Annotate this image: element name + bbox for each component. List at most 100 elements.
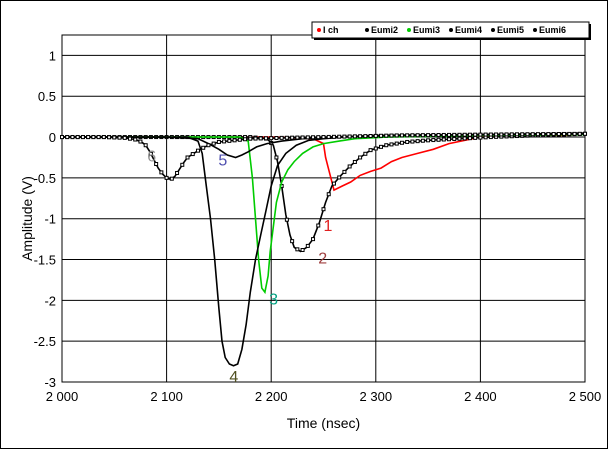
data-point <box>60 135 64 140</box>
data-point <box>195 148 200 153</box>
data-point <box>373 133 378 138</box>
data-point <box>562 131 567 136</box>
data-point <box>358 134 363 139</box>
x-tick-label: 2 300 <box>360 389 393 404</box>
data-point <box>515 132 520 137</box>
data-point <box>572 131 577 136</box>
x-axis-title: Time (nsec) <box>287 415 360 431</box>
data-point <box>415 139 420 144</box>
data-point <box>431 133 436 138</box>
data-point <box>368 148 373 153</box>
data-point <box>415 133 420 138</box>
data-point <box>583 131 587 136</box>
data-point <box>379 133 384 138</box>
data-point <box>122 135 127 140</box>
data-point <box>227 138 232 143</box>
data-point <box>222 139 227 144</box>
data-point <box>290 135 295 140</box>
legend-item: Eumi4 <box>449 25 482 35</box>
data-point <box>499 132 504 137</box>
data-point <box>101 135 106 140</box>
data-point <box>253 136 258 141</box>
data-point <box>525 132 530 137</box>
data-point <box>305 243 310 248</box>
legend-marker <box>449 28 453 32</box>
data-point <box>337 175 342 180</box>
data-point <box>452 136 457 141</box>
data-point <box>494 132 499 137</box>
data-point <box>410 139 415 144</box>
data-point <box>363 151 368 156</box>
data-point <box>457 136 462 141</box>
data-point <box>91 135 96 140</box>
data-point <box>284 135 289 140</box>
data-point <box>169 176 174 181</box>
data-point <box>546 132 551 137</box>
series-4 <box>62 133 586 367</box>
y-tick-label: 0.5 <box>38 89 56 104</box>
data-point <box>263 136 268 141</box>
data-point <box>279 135 284 140</box>
data-point <box>185 155 190 160</box>
data-point <box>462 136 467 141</box>
data-point <box>368 134 373 139</box>
data-point <box>394 141 399 146</box>
legend-marker <box>533 28 537 32</box>
x-tick-label: 2 400 <box>464 389 497 404</box>
data-point <box>405 133 410 138</box>
legend-label: Eumi2 <box>371 25 398 35</box>
data-point <box>284 217 289 222</box>
data-point <box>164 175 169 180</box>
data-point <box>426 138 431 143</box>
data-point <box>311 237 316 242</box>
data-point <box>138 139 143 144</box>
data-point <box>258 136 263 141</box>
data-point <box>473 135 478 140</box>
y-tick-label: 0 <box>49 130 56 145</box>
data-point <box>405 139 410 144</box>
data-point <box>321 135 326 140</box>
series-annotation: 6 <box>147 149 156 166</box>
data-point <box>436 133 441 138</box>
series-annotation: 4 <box>229 369 238 386</box>
data-point <box>535 132 540 137</box>
data-point <box>467 132 472 137</box>
data-point <box>112 135 117 140</box>
data-point <box>243 137 248 142</box>
data-point <box>509 132 514 137</box>
legend-label: Eumi4 <box>455 25 482 35</box>
data-point <box>410 133 415 138</box>
legend-marker <box>317 28 321 32</box>
data-point <box>211 141 216 146</box>
series-line <box>62 133 586 295</box>
data-point <box>556 131 561 136</box>
data-point <box>248 136 253 141</box>
legend-item: I ch <box>317 25 339 35</box>
data-point <box>321 207 326 212</box>
data-point <box>154 162 159 167</box>
data-point <box>457 132 462 137</box>
data-point <box>483 132 488 137</box>
data-point <box>420 133 425 138</box>
data-point <box>326 192 331 197</box>
data-point <box>311 135 316 140</box>
data-point <box>65 135 70 140</box>
data-point <box>305 135 310 140</box>
data-point <box>300 135 305 140</box>
series-annotation: 1 <box>324 218 333 235</box>
legend-label: Eumi5 <box>497 25 524 35</box>
data-point <box>190 152 195 157</box>
data-point <box>295 247 300 252</box>
data-point <box>363 134 368 139</box>
data-point <box>342 134 347 139</box>
legend: I ch Eumi2 Eumi3 Eumi4 Eumi5 Eumi6 <box>311 21 591 40</box>
data-point <box>295 135 300 140</box>
x-tick-label: 2 000 <box>46 389 79 404</box>
data-point <box>452 132 457 137</box>
y-tick-label: -3 <box>44 375 56 390</box>
y-tick-label: -1 <box>44 212 56 227</box>
data-point <box>384 133 389 138</box>
data-point <box>331 181 336 186</box>
data-point <box>96 135 101 140</box>
